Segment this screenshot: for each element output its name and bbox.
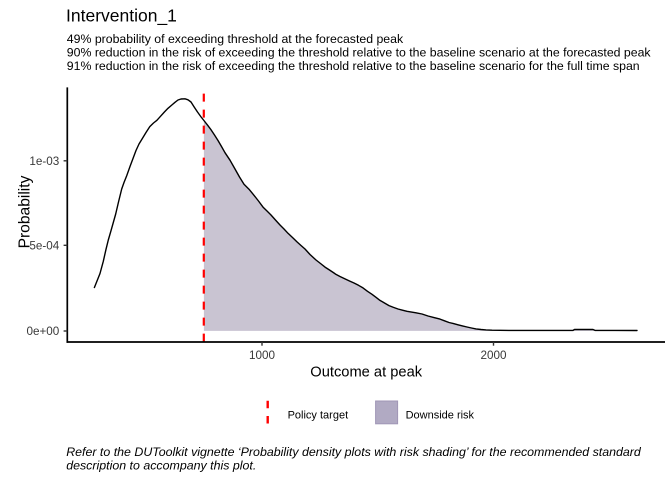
svg-text:Outcome at peak: Outcome at peak: [310, 364, 423, 380]
svg-text:Intervention_1: Intervention_1: [66, 6, 177, 27]
svg-text:5e-04: 5e-04: [29, 240, 59, 253]
svg-text:Probability: Probability: [16, 175, 33, 248]
svg-text:2000: 2000: [480, 349, 507, 362]
svg-text:49% probability of exceeding t: 49% probability of exceeding threshold a…: [67, 32, 404, 46]
svg-text:90% reduction in the risk of e: 90% reduction in the risk of exceeding t…: [67, 46, 652, 60]
svg-text:Downside risk: Downside risk: [406, 409, 475, 421]
svg-text:0e+00: 0e+00: [26, 325, 59, 338]
svg-text:Refer to the DUToolkit vignett: Refer to the DUToolkit vignette ‘Probabi…: [66, 445, 642, 459]
svg-text:1e-03: 1e-03: [29, 155, 59, 168]
svg-text:description to accompany this: description to accompany this plot.: [66, 458, 256, 472]
svg-text:Policy target: Policy target: [288, 409, 349, 421]
svg-text:1000: 1000: [249, 349, 276, 362]
svg-text:91% reduction in the risk of e: 91% reduction in the risk of exceeding t…: [67, 59, 640, 73]
